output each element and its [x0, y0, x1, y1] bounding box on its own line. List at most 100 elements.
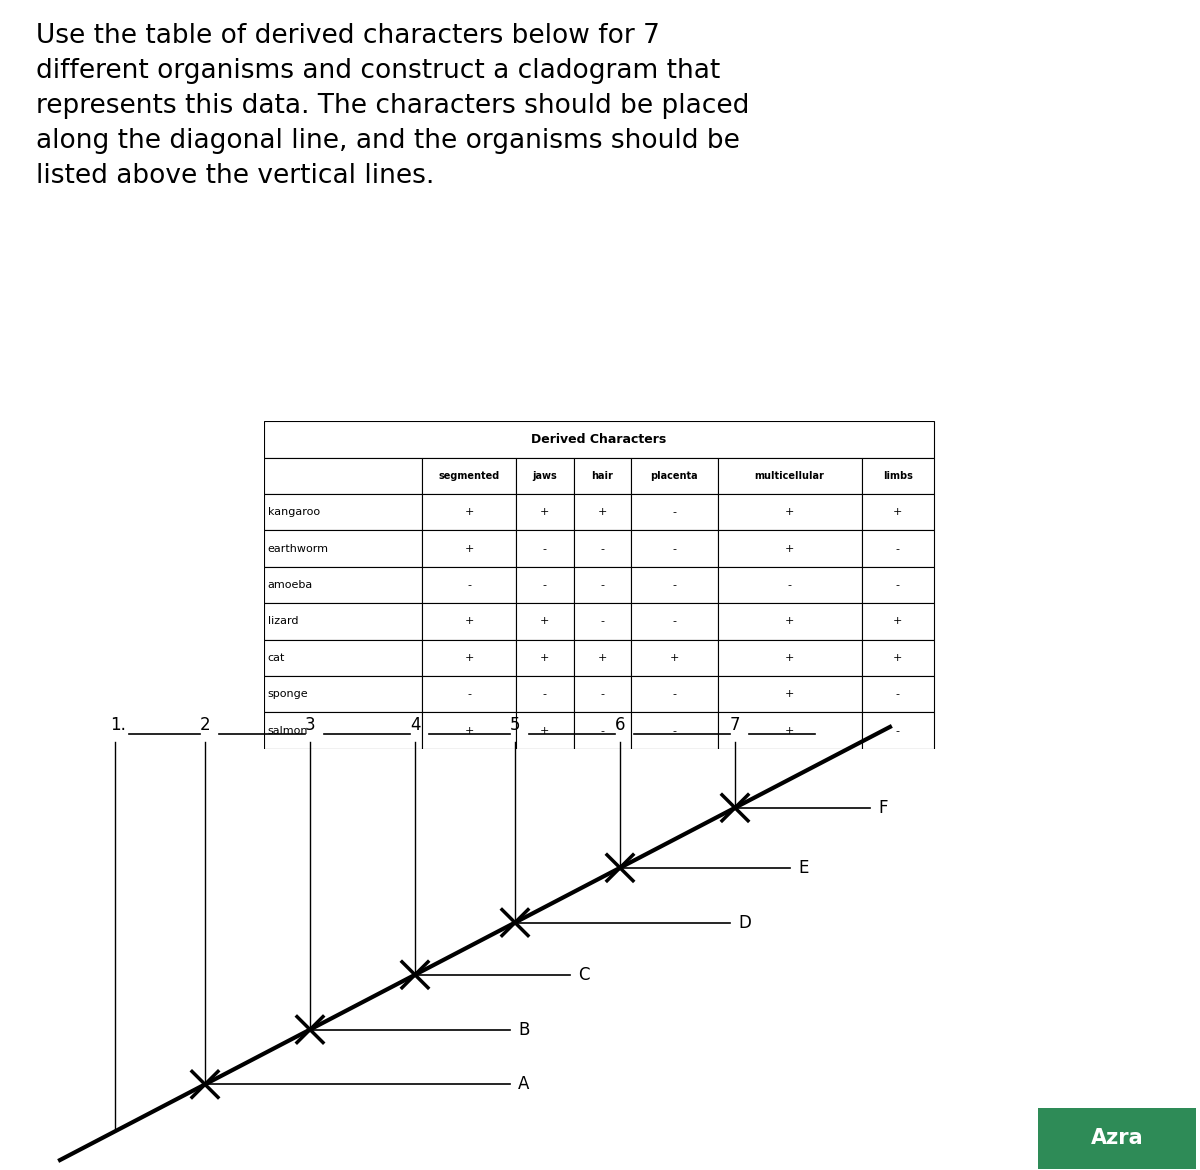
Bar	[264, 421, 934, 457]
Bar	[862, 457, 934, 494]
Bar	[862, 530, 934, 566]
Bar	[574, 566, 631, 604]
Text: salmon: salmon	[268, 725, 308, 736]
Text: 2: 2	[200, 716, 211, 734]
Text: sponge: sponge	[268, 689, 308, 700]
Text: E: E	[798, 859, 809, 876]
Text: +: +	[598, 508, 607, 517]
Text: +: +	[464, 725, 474, 736]
Text: -: -	[542, 544, 547, 553]
Bar	[574, 494, 631, 530]
Text: +: +	[464, 653, 474, 662]
Bar	[862, 713, 934, 749]
Bar	[574, 457, 631, 494]
Text: hair: hair	[592, 470, 613, 481]
Bar	[422, 530, 516, 566]
Bar	[422, 494, 516, 530]
Bar	[516, 604, 574, 640]
Text: F: F	[878, 799, 888, 817]
Text: +: +	[598, 653, 607, 662]
Text: -: -	[600, 689, 605, 700]
Text: -: -	[672, 544, 677, 553]
Bar	[264, 457, 422, 494]
Bar	[574, 604, 631, 640]
Bar	[516, 713, 574, 749]
Text: -: -	[672, 725, 677, 736]
Text: A: A	[518, 1075, 529, 1094]
Bar	[574, 676, 631, 713]
Text: -: -	[895, 580, 900, 590]
Bar	[631, 494, 718, 530]
Bar	[718, 494, 862, 530]
Bar	[631, 604, 718, 640]
Text: 4: 4	[410, 716, 420, 734]
Text: segmented: segmented	[438, 470, 500, 481]
Bar	[718, 676, 862, 713]
Bar	[422, 713, 516, 749]
Bar	[718, 604, 862, 640]
Bar	[422, 604, 516, 640]
Bar	[516, 676, 574, 713]
Bar	[862, 640, 934, 676]
Bar	[862, 566, 934, 604]
Text: lizard: lizard	[268, 617, 298, 626]
Text: -: -	[895, 689, 900, 700]
Text: -: -	[600, 617, 605, 626]
Text: +: +	[785, 544, 794, 553]
Text: -: -	[600, 544, 605, 553]
Text: +: +	[785, 653, 794, 662]
Bar	[631, 713, 718, 749]
Bar	[631, 640, 718, 676]
FancyBboxPatch shape	[1038, 1108, 1196, 1169]
Text: -: -	[672, 508, 677, 517]
Text: cat: cat	[268, 653, 284, 662]
Text: -: -	[542, 689, 547, 700]
Text: Derived Characters: Derived Characters	[532, 433, 666, 446]
Text: -: -	[672, 617, 677, 626]
Text: -: -	[600, 580, 605, 590]
Text: -: -	[467, 689, 472, 700]
Bar	[264, 676, 422, 713]
Bar	[631, 566, 718, 604]
Bar	[718, 457, 862, 494]
Text: C: C	[578, 965, 589, 984]
Bar	[264, 713, 422, 749]
Text: 3: 3	[305, 716, 316, 734]
Bar	[516, 494, 574, 530]
Text: earthworm: earthworm	[268, 544, 329, 553]
Text: B: B	[518, 1020, 529, 1039]
Bar	[422, 640, 516, 676]
Text: +: +	[670, 653, 679, 662]
Bar	[422, 457, 516, 494]
Bar	[574, 530, 631, 566]
Bar	[422, 676, 516, 713]
Bar	[516, 566, 574, 604]
Text: -: -	[672, 689, 677, 700]
Text: amoeba: amoeba	[268, 580, 313, 590]
Bar	[631, 457, 718, 494]
Bar	[264, 640, 422, 676]
Bar	[516, 640, 574, 676]
Text: +: +	[540, 653, 550, 662]
Text: +: +	[540, 508, 550, 517]
Text: 7: 7	[730, 716, 740, 734]
Text: kangaroo: kangaroo	[268, 508, 319, 517]
Text: +: +	[785, 725, 794, 736]
Text: -: -	[600, 725, 605, 736]
Text: D: D	[738, 914, 751, 931]
Bar	[574, 640, 631, 676]
Bar	[516, 530, 574, 566]
Text: +: +	[540, 617, 550, 626]
Bar	[264, 530, 422, 566]
Text: +: +	[785, 617, 794, 626]
Text: +: +	[785, 508, 794, 517]
Text: -: -	[672, 580, 677, 590]
Text: +: +	[893, 617, 902, 626]
Bar	[718, 713, 862, 749]
Text: Use the table of derived characters below for 7
different organisms and construc: Use the table of derived characters belo…	[36, 23, 749, 190]
Bar	[264, 604, 422, 640]
Bar	[574, 713, 631, 749]
Text: +: +	[464, 508, 474, 517]
Text: limbs: limbs	[883, 470, 912, 481]
Text: -: -	[895, 725, 900, 736]
